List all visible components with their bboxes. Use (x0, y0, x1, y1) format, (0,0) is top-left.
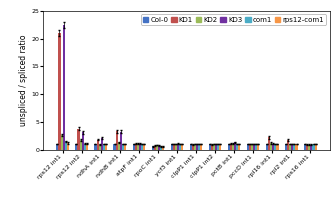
Bar (211, 145, 213, 150)
Bar (310, 145, 312, 150)
Bar (101, 138, 103, 150)
Bar (209, 144, 211, 150)
Bar (118, 142, 120, 150)
Bar (247, 144, 249, 150)
Bar (219, 144, 221, 150)
Bar (268, 138, 270, 150)
Bar (192, 145, 194, 150)
Bar (152, 146, 154, 150)
Bar (114, 144, 116, 150)
Bar (295, 144, 298, 150)
Bar (291, 144, 293, 150)
Bar (95, 144, 97, 150)
Bar (158, 146, 160, 150)
Bar (86, 143, 88, 150)
Bar (133, 144, 135, 150)
Bar (67, 143, 69, 150)
Bar (99, 144, 101, 150)
Bar (116, 131, 118, 150)
Bar (170, 144, 173, 150)
Bar (120, 132, 122, 150)
Bar (56, 144, 58, 150)
Bar (160, 146, 162, 150)
Bar (249, 144, 251, 150)
Bar (289, 144, 291, 150)
Bar (75, 144, 78, 150)
Bar (194, 144, 196, 150)
Bar (257, 144, 259, 150)
Bar (215, 144, 217, 150)
Bar (84, 143, 86, 150)
Bar (285, 144, 287, 150)
Legend: Col-0, KD1, KD2, KD3, com1, rps12-com1: Col-0, KD1, KD2, KD3, com1, rps12-com1 (141, 15, 326, 25)
Bar (78, 128, 80, 150)
Bar (154, 146, 156, 150)
Bar (306, 145, 308, 150)
Bar (97, 140, 99, 150)
Bar (82, 132, 84, 150)
Bar (103, 144, 105, 150)
Bar (272, 143, 274, 150)
Bar (200, 144, 202, 150)
Bar (58, 33, 61, 150)
Bar (253, 144, 255, 150)
Bar (177, 143, 179, 150)
Bar (143, 144, 145, 150)
Bar (135, 143, 137, 150)
Bar (162, 146, 164, 150)
Bar (196, 144, 198, 150)
Bar (270, 143, 272, 150)
Bar (238, 144, 240, 150)
Bar (276, 144, 278, 150)
Bar (175, 144, 177, 150)
Bar (234, 142, 236, 150)
Bar (274, 144, 276, 150)
Bar (80, 140, 82, 150)
Bar (137, 143, 139, 150)
Y-axis label: unspliced / spliced ratio: unspliced / spliced ratio (19, 35, 28, 126)
Bar (312, 144, 315, 150)
Bar (198, 144, 200, 150)
Bar (293, 144, 295, 150)
Bar (190, 144, 192, 150)
Bar (213, 144, 215, 150)
Bar (251, 144, 253, 150)
Bar (61, 135, 63, 150)
Bar (173, 144, 175, 150)
Bar (217, 144, 219, 150)
Bar (266, 144, 268, 150)
Bar (236, 144, 238, 150)
Bar (255, 144, 257, 150)
Bar (105, 144, 107, 150)
Bar (141, 144, 143, 150)
Bar (156, 145, 158, 150)
Bar (230, 143, 232, 150)
Bar (315, 144, 317, 150)
Bar (139, 143, 141, 150)
Bar (228, 144, 230, 150)
Bar (124, 144, 126, 150)
Bar (122, 144, 124, 150)
Bar (308, 145, 310, 150)
Bar (287, 140, 289, 150)
Bar (63, 25, 65, 150)
Bar (181, 144, 183, 150)
Bar (179, 144, 181, 150)
Bar (65, 141, 67, 150)
Bar (232, 143, 234, 150)
Bar (304, 144, 306, 150)
